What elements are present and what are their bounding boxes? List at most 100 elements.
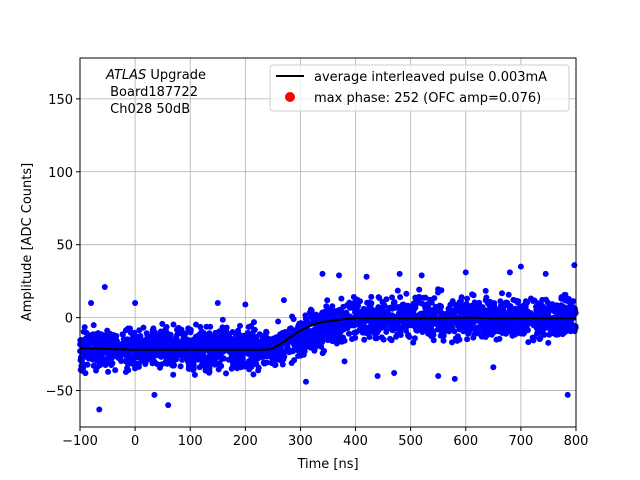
sample-point xyxy=(191,371,198,378)
outlier-point xyxy=(374,372,381,379)
sample-point xyxy=(206,330,213,337)
sample-point xyxy=(220,355,227,362)
sample-point xyxy=(521,318,528,325)
sample-point xyxy=(185,361,192,368)
sample-point xyxy=(295,353,302,359)
sample-point xyxy=(403,290,410,297)
sample-point xyxy=(482,323,489,330)
sample-point xyxy=(88,335,95,342)
sample-point xyxy=(203,344,210,350)
sample-point xyxy=(534,301,541,308)
sample-point xyxy=(417,320,424,327)
sample-point xyxy=(213,335,220,342)
sample-point xyxy=(533,307,540,314)
sample-point xyxy=(93,332,100,339)
sample-point xyxy=(417,294,424,301)
outlier-point xyxy=(88,300,95,307)
sample-point xyxy=(336,310,343,316)
sample-point xyxy=(449,325,456,332)
outlier-point xyxy=(341,358,348,365)
x-tick-label: −100 xyxy=(62,434,98,449)
sample-point xyxy=(389,322,396,329)
sample-point xyxy=(123,357,130,364)
sample-point xyxy=(197,323,204,330)
sample-point xyxy=(115,350,122,357)
sample-point xyxy=(321,348,328,354)
sample-point xyxy=(317,329,324,336)
sample-point xyxy=(373,324,380,331)
sample-point xyxy=(460,328,467,335)
sample-point xyxy=(378,334,385,341)
sample-point xyxy=(343,309,350,316)
sample-point xyxy=(242,337,248,344)
sample-point xyxy=(207,341,214,347)
outlier-point xyxy=(336,272,343,279)
sample-point xyxy=(507,321,514,328)
sample-point xyxy=(98,331,105,338)
sample-point xyxy=(125,367,132,374)
sample-point xyxy=(300,321,307,328)
axes: −100 0 100 200 300 400 500 600 700 800 −50 0 50 100 15… xyxy=(46,57,588,449)
sample-point xyxy=(343,321,350,328)
sample-point xyxy=(189,342,196,349)
sample-point xyxy=(463,300,470,307)
sample-point xyxy=(138,338,145,344)
sample-point xyxy=(550,324,557,330)
sample-point xyxy=(83,335,90,342)
outlier-point xyxy=(363,273,370,280)
sample-point xyxy=(250,360,257,367)
sample-point xyxy=(226,331,233,338)
sample-point xyxy=(106,358,113,365)
sample-point xyxy=(154,332,161,339)
sample-point xyxy=(560,321,567,328)
sample-point xyxy=(190,367,197,373)
outlier-point xyxy=(564,391,571,398)
legend-box xyxy=(269,64,570,112)
outlier-point xyxy=(451,375,458,382)
sample-point xyxy=(508,328,515,334)
sample-point xyxy=(465,320,472,327)
outlier-point xyxy=(165,402,172,409)
outlier-point xyxy=(391,370,398,377)
sample-point xyxy=(291,341,298,348)
sample-point xyxy=(262,331,269,338)
sample-point xyxy=(324,297,331,304)
sample-point xyxy=(470,292,477,299)
sample-point xyxy=(156,350,163,356)
sample-point xyxy=(119,331,126,338)
sample-point xyxy=(331,333,338,340)
sample-point xyxy=(349,336,355,342)
sample-point xyxy=(289,313,296,320)
outlier-point xyxy=(490,364,497,371)
sample-point xyxy=(245,324,252,330)
sample-point xyxy=(354,321,361,328)
y-axis-label: Amplitude [ADC Counts] xyxy=(20,163,35,321)
x-tick-label: 0 xyxy=(131,434,139,449)
sample-point xyxy=(122,336,129,343)
sample-point xyxy=(390,299,397,306)
sample-point xyxy=(460,308,467,314)
sample-point xyxy=(476,310,483,316)
sample-point xyxy=(458,294,465,301)
outlier-point xyxy=(418,272,425,279)
sample-point xyxy=(422,294,429,301)
sample-point xyxy=(383,328,390,335)
sample-point xyxy=(376,295,383,301)
sample-point xyxy=(218,363,225,369)
outlier-point xyxy=(542,270,549,277)
annotation-line2: Board187722 xyxy=(106,85,198,100)
sample-point xyxy=(465,330,472,337)
outlier-point xyxy=(319,270,326,277)
sample-point xyxy=(106,352,113,359)
sample-point xyxy=(231,358,238,365)
sample-point xyxy=(271,357,278,364)
y-tick-label: 100 xyxy=(48,166,73,181)
sample-point xyxy=(159,320,166,327)
sample-point xyxy=(219,316,226,323)
sample-point xyxy=(442,321,449,328)
sample-point xyxy=(412,300,419,307)
sample-point xyxy=(523,323,530,330)
plot-frame xyxy=(79,57,577,428)
sample-point xyxy=(537,329,544,336)
sample-point xyxy=(222,342,228,349)
